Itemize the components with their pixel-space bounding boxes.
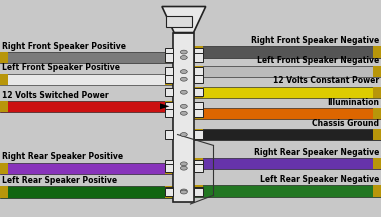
Bar: [373, 66, 381, 77]
Circle shape: [181, 189, 187, 193]
Bar: [194, 185, 381, 197]
Bar: [194, 108, 381, 119]
Text: Left Front Speaker Negative: Left Front Speaker Negative: [257, 56, 379, 65]
Bar: [165, 109, 173, 117]
Bar: [373, 46, 381, 58]
Bar: [0, 74, 8, 85]
Bar: [194, 53, 203, 62]
Bar: [194, 66, 203, 77]
Bar: [0, 101, 8, 112]
Bar: [194, 46, 203, 58]
Circle shape: [181, 190, 187, 194]
Bar: [194, 66, 381, 77]
Bar: [0, 186, 8, 198]
Bar: [165, 187, 173, 195]
Text: 12 Volts Switched Power: 12 Volts Switched Power: [2, 91, 109, 100]
Bar: [194, 88, 203, 96]
Bar: [165, 163, 173, 174]
Bar: [373, 129, 381, 140]
Circle shape: [181, 50, 187, 54]
Bar: [194, 48, 203, 56]
Bar: [0, 186, 173, 198]
Bar: [165, 101, 173, 112]
Bar: [165, 75, 173, 83]
Text: Illumination: Illumination: [327, 98, 379, 107]
Bar: [165, 130, 173, 139]
Circle shape: [181, 56, 187, 59]
Bar: [194, 185, 203, 197]
Circle shape: [181, 90, 187, 94]
Bar: [194, 75, 203, 83]
Text: Right Rear Speaker Positive: Right Rear Speaker Positive: [2, 153, 123, 161]
Circle shape: [181, 104, 187, 108]
Bar: [173, 33, 194, 202]
Bar: [0, 74, 173, 85]
Polygon shape: [162, 7, 206, 33]
Bar: [194, 46, 381, 58]
Text: Right Rear Speaker Negative: Right Rear Speaker Negative: [254, 148, 379, 157]
Text: Left Rear Speaker Positive: Left Rear Speaker Positive: [2, 176, 117, 185]
Bar: [0, 101, 173, 112]
Bar: [373, 185, 381, 197]
Text: Left Rear Speaker Negative: Left Rear Speaker Negative: [260, 175, 379, 184]
Bar: [373, 158, 381, 169]
Bar: [0, 163, 173, 174]
Bar: [165, 53, 173, 62]
Bar: [194, 130, 203, 139]
Bar: [165, 160, 173, 168]
Circle shape: [181, 77, 187, 81]
Bar: [0, 163, 8, 174]
Bar: [194, 164, 203, 172]
Bar: [194, 129, 381, 140]
Circle shape: [181, 166, 187, 170]
Bar: [165, 164, 173, 172]
Bar: [0, 52, 8, 63]
Circle shape: [181, 162, 187, 166]
Bar: [373, 108, 381, 119]
Bar: [165, 67, 173, 76]
Circle shape: [181, 133, 187, 136]
Bar: [165, 52, 173, 63]
Bar: [194, 67, 203, 76]
Bar: [194, 188, 203, 196]
Bar: [194, 87, 381, 98]
Bar: [194, 102, 203, 110]
Circle shape: [181, 111, 187, 115]
Bar: [194, 160, 203, 168]
Bar: [0, 52, 173, 63]
Text: Right Front Speaker Negative: Right Front Speaker Negative: [251, 36, 379, 45]
Circle shape: [181, 70, 187, 74]
Bar: [194, 187, 203, 195]
Text: Right Front Speaker Positive: Right Front Speaker Positive: [2, 42, 126, 51]
Text: Left Front Speaker Positive: Left Front Speaker Positive: [2, 64, 120, 72]
Bar: [165, 48, 173, 56]
Bar: [165, 88, 173, 96]
Bar: [194, 158, 381, 169]
Text: 12 Volts Constant Power: 12 Volts Constant Power: [273, 77, 379, 85]
Bar: [194, 158, 203, 169]
Polygon shape: [160, 103, 170, 109]
Bar: [165, 102, 173, 110]
Bar: [194, 108, 203, 119]
Bar: [165, 186, 173, 198]
Bar: [373, 87, 381, 98]
Bar: [194, 109, 203, 117]
Bar: [166, 16, 192, 27]
Bar: [165, 188, 173, 196]
Bar: [165, 74, 173, 85]
Bar: [194, 87, 203, 98]
Text: Chassis Ground: Chassis Ground: [312, 119, 379, 128]
Bar: [194, 129, 203, 140]
